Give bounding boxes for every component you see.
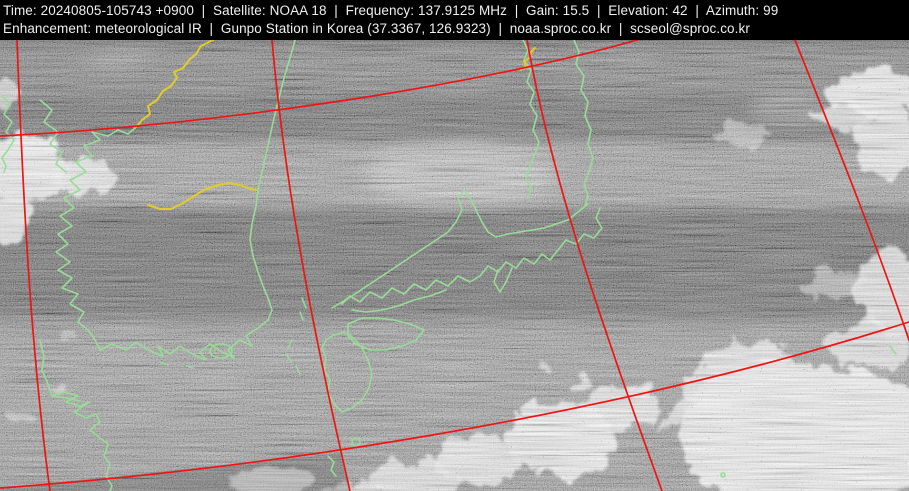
grid-parallel-2 — [0, 321, 909, 489]
coastline-kii — [493, 267, 513, 293]
coastline-liaodong — [39, 99, 67, 173]
island-tsushima — [299, 297, 307, 321]
telemetry-line-1: Time: 20240805-105743 +0900 | Satellite:… — [3, 3, 779, 18]
coastline-delta-branch — [51, 395, 81, 402]
coastline-russia — [522, 40, 540, 199]
island-jeju — [209, 343, 233, 359]
grid-meridian-4 — [794, 40, 909, 341]
border-russia-china — [520, 47, 536, 71]
coastline-hokkaido-west — [573, 40, 594, 207]
noise-layer — [0, 40, 909, 491]
telemetry-header: Time: 20240805-105743 +0900 | Satellite:… — [0, 0, 909, 40]
border-overlay — [134, 40, 536, 210]
border-dmz — [147, 182, 257, 210]
island-marks — [159, 297, 897, 478]
coastline-korea — [55, 40, 296, 361]
coastline-inland-sea — [351, 289, 447, 313]
satellite-imagery — [0, 40, 909, 491]
border-yalu — [134, 40, 215, 129]
grid-meridian-3 — [526, 40, 663, 491]
coastline-kyushu — [321, 331, 373, 413]
coastline-china-south — [39, 339, 113, 491]
coastline-overlay — [1, 40, 897, 491]
telemetry-line-2: Enhancement: meteorological IR | Gunpo S… — [3, 21, 750, 36]
island-goto — [285, 339, 301, 375]
grid-meridian-1 — [16, 40, 51, 491]
coastline-honshu-north — [331, 189, 589, 309]
grid-parallel-1 — [0, 40, 638, 137]
satellite-image-canvas — [0, 40, 909, 491]
grid-meridian-2 — [271, 40, 351, 491]
grid-overlay — [0, 40, 909, 491]
island-south-kyushu — [351, 437, 361, 447]
coastline-shikoku — [347, 317, 425, 351]
